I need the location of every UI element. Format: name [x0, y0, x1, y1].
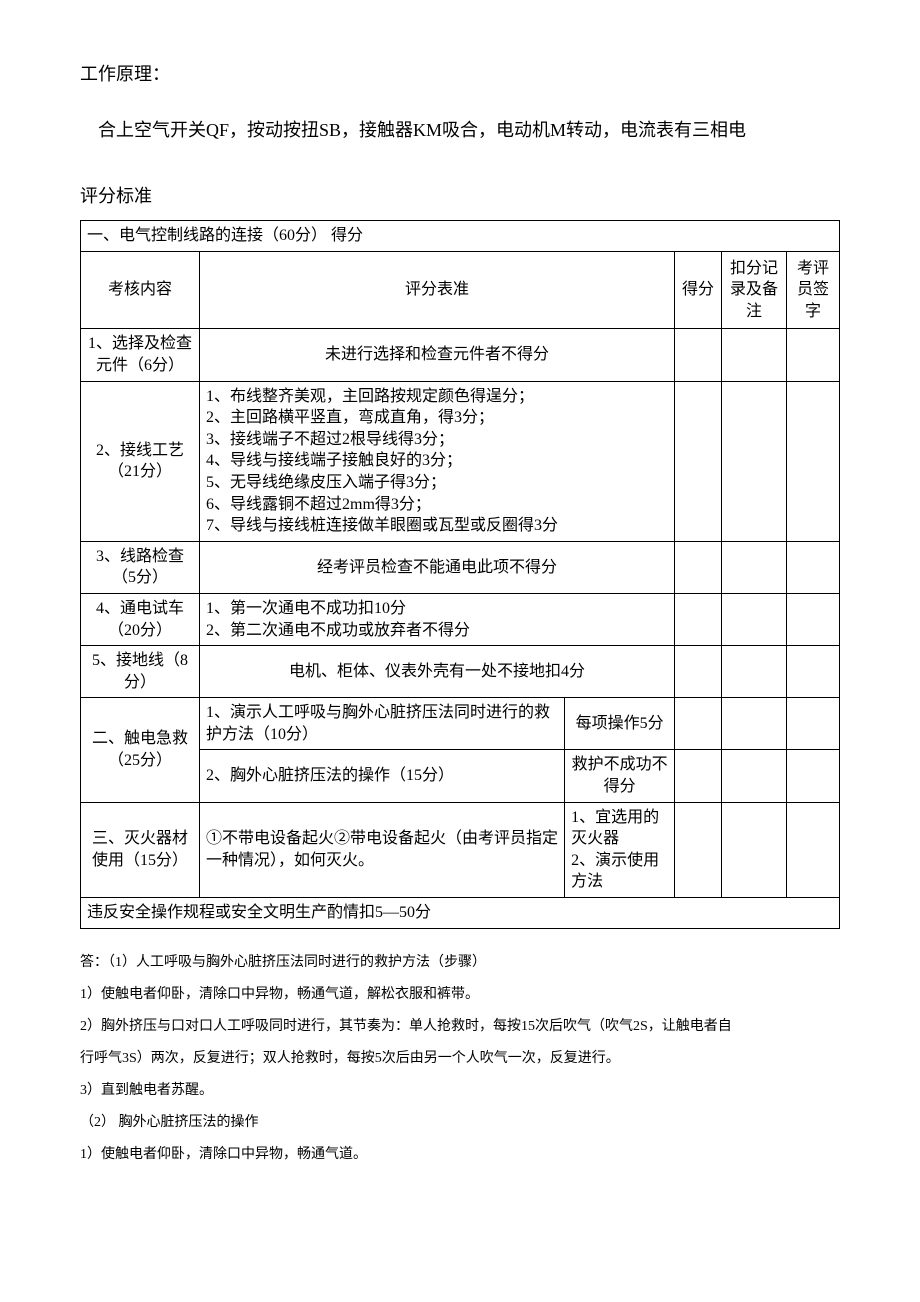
row6a-deduct	[722, 698, 787, 750]
answer-line-1: 1）使触电者仰卧，清除口中异物，畅通气道，解松衣服和裤带。	[80, 981, 840, 1009]
row6-sub1r: 每项操作5分	[565, 698, 675, 750]
row5-criteria: 电机、柜体、仪表外壳有一处不接地扣4分	[200, 646, 675, 698]
row7-subject: 三、灭火器材使用（15分）	[81, 802, 200, 897]
answer-line-3: 行呼气3S）两次，反复进行；双人抢救时，每按5次后由另一个人吹气一次，反复进行。	[80, 1045, 840, 1073]
row1-subject: 1、选择及检查元件（6分）	[81, 329, 200, 381]
section-one-title: 一、电气控制线路的连接（60分） 得分	[81, 221, 840, 252]
principle-label: 工作原理：	[80, 60, 840, 86]
row5-score	[675, 646, 722, 698]
row7-score	[675, 802, 722, 897]
row1-criteria: 未进行选择和检查元件者不得分	[200, 329, 675, 381]
row6b-sign	[787, 750, 840, 802]
row1-sign	[787, 329, 840, 381]
row1-deduct	[722, 329, 787, 381]
row6-subject: 二、触电急救（25分）	[81, 698, 200, 802]
row5-deduct	[722, 646, 787, 698]
header-signature: 考评员签字	[787, 251, 840, 329]
answer-line-5: （2） 胸外心脏挤压法的操作	[80, 1109, 840, 1137]
row7-sign	[787, 802, 840, 897]
row2-sign	[787, 381, 840, 541]
row2-deduct	[722, 381, 787, 541]
header-deductions: 扣分记录及备注	[722, 251, 787, 329]
principle-text: 合上空气开关QF，按动按扭SB，接触器KM吸合，电动机M转动，电流表有三相电	[80, 116, 840, 142]
row3-criteria: 经考评员检查不能通电此项不得分	[200, 541, 675, 593]
row3-sign	[787, 541, 840, 593]
row6b-deduct	[722, 750, 787, 802]
row2-criteria: 1、布线整齐美观，主回路按规定颜色得逞分； 2、主回路横平竖直，弯成直角，得3分…	[200, 381, 675, 541]
row3-score	[675, 541, 722, 593]
row5-sign	[787, 646, 840, 698]
row7-right: 1、宜选用的灭火器 2、演示使用方法	[565, 802, 675, 897]
row4-criteria: 1、第一次通电不成功扣10分 2、第二次通电不成功或放弃者不得分	[200, 593, 675, 645]
row4-deduct	[722, 593, 787, 645]
answer-line-2: 2）胸外挤压与口对口人工呼吸同时进行，其节奏为：单人抢救时，每按15次后吹气（吹…	[80, 1013, 840, 1041]
scoring-table: 一、电气控制线路的连接（60分） 得分 考核内容 评分表准 得分 扣分记录及备注…	[80, 220, 840, 929]
row6a-score	[675, 698, 722, 750]
row4-sign	[787, 593, 840, 645]
row6-sub2: 2、胸外心脏挤压法的操作（15分）	[200, 750, 565, 802]
row1-score	[675, 329, 722, 381]
row3-subject: 3、线路检查（5分）	[81, 541, 200, 593]
answer-line-4: 3）直到触电者苏醒。	[80, 1077, 840, 1105]
header-subject: 考核内容	[81, 251, 200, 329]
row6b-score	[675, 750, 722, 802]
answers-section: 答：（1）人工呼吸与胸外心脏挤压法同时进行的救护方法（步骤） 1）使触电者仰卧，…	[80, 949, 840, 1169]
row7-mid: ①不带电设备起火②带电设备起火（由考评员指定一种情况），如何灭火。	[200, 802, 565, 897]
row5-subject: 5、接地线（8分）	[81, 646, 200, 698]
answer-line-6: 1）使触电者仰卧，清除口中异物，畅通气道。	[80, 1141, 840, 1169]
criteria-label: 评分标准	[80, 182, 840, 208]
row4-score	[675, 593, 722, 645]
row6a-sign	[787, 698, 840, 750]
violation-row: 违反安全操作规程或安全文明生产酌情扣5—50分	[81, 898, 840, 929]
row3-deduct	[722, 541, 787, 593]
row6-sub1: 1、演示人工呼吸与胸外心脏挤压法同时进行的救护方法（10分）	[200, 698, 565, 750]
row6-sub2r: 救护不成功不得分	[565, 750, 675, 802]
row4-subject: 4、通电试车（20分）	[81, 593, 200, 645]
header-criteria: 评分表准	[200, 251, 675, 329]
row7-deduct	[722, 802, 787, 897]
row2-score	[675, 381, 722, 541]
header-score: 得分	[675, 251, 722, 329]
answer-line-0: 答：（1）人工呼吸与胸外心脏挤压法同时进行的救护方法（步骤）	[80, 949, 840, 977]
row2-subject: 2、接线工艺（21分）	[81, 381, 200, 541]
